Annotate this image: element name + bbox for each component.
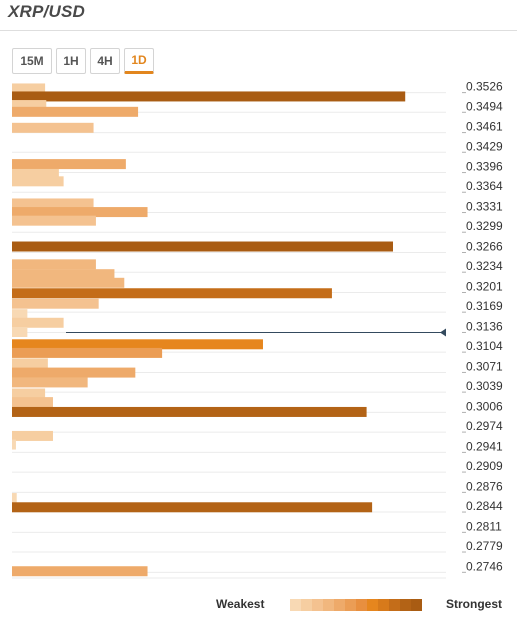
strength-bar bbox=[12, 241, 393, 252]
strength-bar bbox=[12, 430, 53, 441]
strength-bar bbox=[12, 106, 139, 117]
legend-swatch bbox=[312, 599, 323, 611]
strength-bar bbox=[12, 277, 125, 288]
strength-bar bbox=[12, 367, 136, 378]
legend-swatch bbox=[378, 599, 389, 611]
strength-bar bbox=[12, 159, 126, 170]
strength-bar bbox=[12, 122, 94, 133]
tab-1d[interactable]: 1D bbox=[124, 48, 154, 74]
strength-bar bbox=[12, 326, 28, 337]
price-label: 0.2876 bbox=[466, 479, 503, 493]
current-price-arrow bbox=[440, 328, 446, 337]
tab-1h[interactable]: 1H bbox=[56, 48, 86, 74]
price-label: 0.3006 bbox=[466, 399, 503, 413]
strength-bar bbox=[12, 439, 16, 450]
legend-swatch bbox=[290, 599, 301, 611]
strength-bar bbox=[12, 207, 148, 218]
price-label: 0.3331 bbox=[466, 200, 503, 214]
price-label: 0.3169 bbox=[466, 299, 503, 313]
price-label: 0.2909 bbox=[466, 459, 503, 473]
strength-bar bbox=[12, 100, 47, 111]
price-label: 0.3461 bbox=[466, 120, 503, 134]
strength-bar bbox=[12, 298, 99, 309]
strength-bar bbox=[12, 309, 28, 320]
price-label: 0.3136 bbox=[466, 319, 503, 333]
legend-swatch bbox=[323, 599, 334, 611]
price-label: 0.3266 bbox=[466, 240, 503, 254]
legend-swatch bbox=[334, 599, 345, 611]
strength-bar bbox=[12, 168, 59, 179]
strength-bar bbox=[12, 493, 17, 504]
tab-4h[interactable]: 4H bbox=[90, 48, 120, 74]
legend-swatch bbox=[301, 599, 312, 611]
price-label: 0.3234 bbox=[466, 259, 503, 273]
current-price-marker bbox=[66, 328, 446, 337]
price-label: 0.2746 bbox=[466, 559, 503, 573]
price-label: 0.2844 bbox=[466, 499, 503, 513]
price-label: 0.2941 bbox=[466, 439, 503, 453]
price-label: 0.3494 bbox=[466, 99, 503, 113]
legend-weakest-label: Weakest bbox=[216, 597, 265, 611]
legend-strongest-label: Strongest bbox=[446, 597, 503, 611]
legend-swatch bbox=[345, 599, 356, 611]
tab-15m[interactable]: 15M bbox=[12, 48, 52, 74]
strength-bar bbox=[12, 377, 88, 388]
strength-bar bbox=[12, 347, 163, 358]
price-label: 0.2779 bbox=[466, 539, 503, 553]
price-label: 0.2974 bbox=[466, 419, 503, 433]
strength-bar bbox=[12, 388, 46, 399]
strength-bars bbox=[12, 83, 406, 577]
price-label: 0.3201 bbox=[466, 279, 503, 293]
legend-color-scale bbox=[290, 599, 422, 611]
price-label: 0.3364 bbox=[466, 179, 503, 193]
title-divider bbox=[0, 30, 517, 31]
price-label: 0.2811 bbox=[466, 519, 502, 533]
price-label: 0.3104 bbox=[466, 339, 503, 353]
legend-swatch bbox=[356, 599, 367, 611]
strength-bar bbox=[12, 406, 367, 417]
price-label: 0.3526 bbox=[466, 80, 503, 94]
strength-bar bbox=[12, 198, 94, 209]
strength-bar bbox=[12, 317, 64, 328]
strength-bar bbox=[12, 215, 96, 226]
price-label: 0.3396 bbox=[466, 160, 503, 174]
legend-swatch bbox=[411, 599, 422, 611]
price-label: 0.3039 bbox=[466, 379, 503, 393]
price-label: 0.3299 bbox=[466, 219, 503, 233]
strength-bar bbox=[12, 83, 46, 94]
confluence-chart: 0.3526 0.3494 0.3461 0.3429 0.3396 0.3364 0.33… bbox=[12, 80, 503, 579]
legend-swatch bbox=[400, 599, 411, 611]
price-label: 0.3429 bbox=[466, 139, 503, 153]
strength-bar bbox=[12, 397, 53, 408]
strength-bar bbox=[12, 502, 373, 513]
price-labels: 0.3526 0.3494 0.3461 0.3429 0.3396 0.3364 0.33… bbox=[462, 80, 503, 573]
strength-bar bbox=[12, 288, 332, 299]
strength-bar bbox=[12, 176, 64, 187]
strength-bar bbox=[12, 339, 263, 350]
timeframe-tabs: 15M 1H 4H 1D bbox=[12, 48, 154, 74]
strength-bar bbox=[12, 358, 48, 369]
strength-bar bbox=[12, 91, 406, 102]
price-label: 0.3071 bbox=[466, 359, 503, 373]
pair-title: XRP/USD bbox=[8, 2, 85, 21]
strength-bar bbox=[12, 566, 148, 577]
strength-bar bbox=[12, 269, 115, 280]
legend-swatch bbox=[367, 599, 378, 611]
strength-bar bbox=[12, 259, 96, 270]
legend-swatch bbox=[389, 599, 400, 611]
